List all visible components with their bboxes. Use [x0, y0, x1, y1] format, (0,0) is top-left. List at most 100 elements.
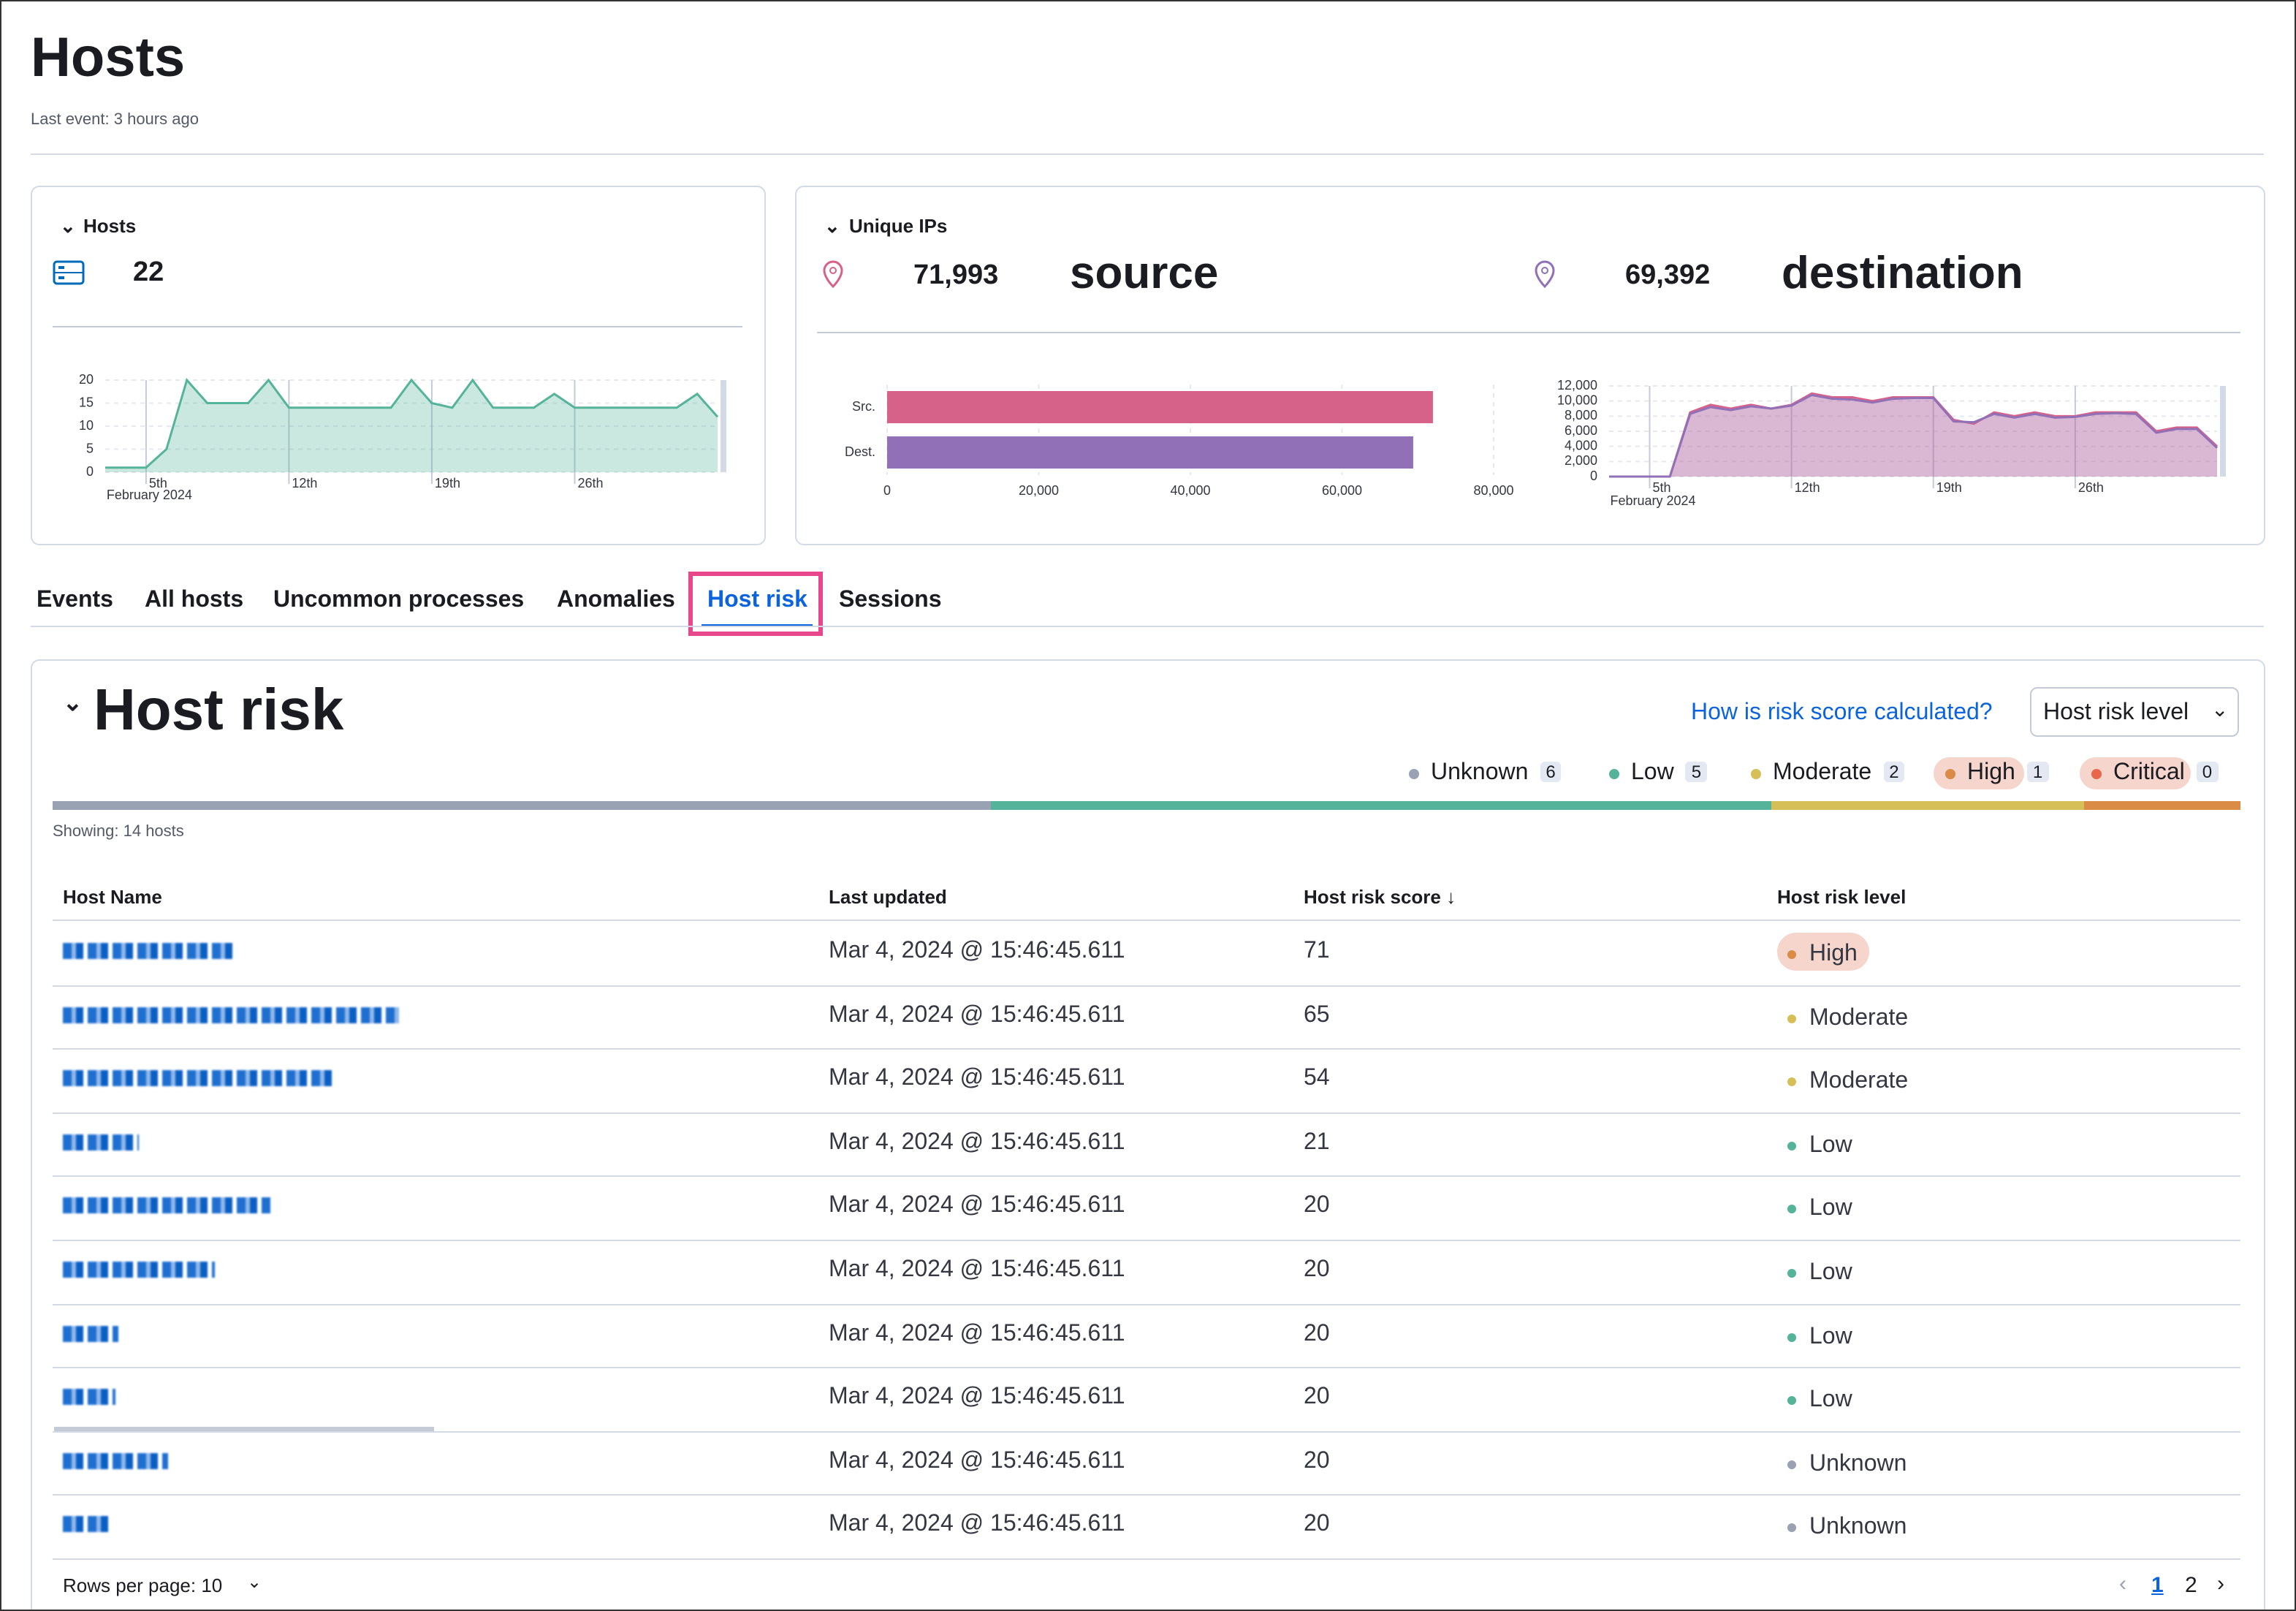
y-tick-label: 10,000: [1557, 393, 1597, 407]
tab[interactable]: Events: [37, 588, 113, 614]
risk-level: Low: [1809, 1387, 1852, 1414]
y-tick-label: 10: [79, 418, 94, 433]
dropdown-arrow: ⌄: [2211, 697, 2228, 722]
last-updated: Mar 4, 2024 @ 15:46:45.611: [829, 1002, 1125, 1028]
risk-level: Unknown: [1809, 1515, 1907, 1542]
x-tick-label: 40,000: [1170, 483, 1210, 498]
host-name-redacted[interactable]: [63, 1517, 113, 1533]
risk-level: Low: [1809, 1197, 1852, 1223]
dropdown-label: Host risk level: [2043, 700, 2189, 727]
tab[interactable]: All hosts: [145, 588, 243, 614]
row-line: [53, 1495, 2240, 1496]
page-number[interactable]: 2: [2185, 1573, 2197, 1598]
risk-dot: [1787, 1269, 1796, 1278]
distribution-segment: [990, 801, 1771, 810]
y-tick-label: Src.: [852, 399, 875, 414]
risk-dot: [1787, 950, 1796, 959]
host-name-redacted[interactable]: [63, 1262, 215, 1278]
risk-score: 20: [1304, 1257, 1330, 1284]
risk-score: 21: [1304, 1130, 1330, 1156]
risk-dot: [1787, 1014, 1796, 1023]
risk-level: Low: [1809, 1260, 1852, 1286]
y-tick-label: 0: [1590, 469, 1597, 483]
risk-score: 54: [1304, 1066, 1330, 1092]
risk-level: Low: [1809, 1133, 1852, 1159]
x-sublabel: February 2024: [107, 488, 192, 502]
legend-dot: [1945, 769, 1955, 779]
host-name-redacted[interactable]: [63, 1134, 139, 1151]
next-page[interactable]: ›: [2217, 1572, 2224, 1596]
legend-label[interactable]: Critical: [2113, 760, 2185, 786]
tab[interactable]: Sessions: [839, 588, 942, 614]
column-header: Host Name: [63, 886, 162, 908]
host-name-redacted[interactable]: [63, 1389, 115, 1405]
legend-count: 2: [1883, 762, 1904, 782]
legend-label[interactable]: Moderate: [1773, 760, 1871, 786]
page-number[interactable]: 1: [2151, 1573, 2164, 1598]
host-name-redacted[interactable]: [63, 1453, 168, 1469]
charts: 051015205th12th19th26thFebruary 202402,0…: [1, 1, 2296, 557]
legend-label[interactable]: Low: [1631, 760, 1674, 786]
host-name-redacted[interactable]: [63, 1070, 333, 1086]
host-name-redacted[interactable]: [63, 1198, 270, 1214]
brush-handle: [721, 380, 726, 472]
y-tick-label: 20: [79, 372, 94, 387]
y-tick-label: 15: [79, 395, 94, 409]
x-sublabel: February 2024: [1610, 493, 1695, 508]
last-updated: Mar 4, 2024 @ 15:46:45.611: [829, 1449, 1125, 1475]
bar: [887, 391, 1433, 423]
legend-label[interactable]: High: [1967, 760, 2015, 786]
x-tick-label: 60,000: [1322, 483, 1362, 498]
prev-page[interactable]: ‹: [2119, 1572, 2126, 1596]
row-line: [53, 1112, 2240, 1114]
legend-label[interactable]: Unknown: [1431, 760, 1528, 786]
risk-dot: [1787, 1333, 1796, 1341]
x-tick-label: 19th: [1936, 480, 1962, 495]
x-tick-label: 26th: [2078, 480, 2104, 495]
risk-score: 71: [1304, 939, 1330, 965]
scrollbar: [54, 1427, 434, 1431]
risk-level: High: [1809, 941, 1858, 968]
area-fill: [105, 380, 718, 472]
last-updated: Mar 4, 2024 @ 15:46:45.611: [829, 1321, 1125, 1347]
distribution-segment: [2084, 801, 2240, 810]
row-line: [53, 985, 2240, 986]
collapse-toggle[interactable]: ⌄: [63, 689, 83, 718]
y-tick-label: Dest.: [845, 444, 875, 459]
help-link[interactable]: How is risk score calculated?: [1691, 700, 1993, 727]
x-tick-label: 19th: [435, 476, 460, 490]
y-tick-label: 8,000: [1565, 408, 1597, 422]
divider: [31, 626, 2264, 627]
column-header: Last updated: [829, 886, 947, 908]
legend-count: 6: [1540, 762, 1561, 782]
host-name-redacted[interactable]: [63, 1007, 399, 1023]
last-updated: Mar 4, 2024 @ 15:46:45.611: [829, 1512, 1125, 1539]
x-tick-label: 26th: [577, 476, 603, 490]
y-tick-label: 2,000: [1565, 453, 1597, 468]
last-updated: Mar 4, 2024 @ 15:46:45.611: [829, 1194, 1125, 1220]
distribution-segment: [1771, 801, 2084, 810]
risk-score: 20: [1304, 1449, 1330, 1475]
showing-count: Showing: 14 hosts: [53, 823, 184, 841]
x-tick-label: 5th: [1652, 480, 1670, 495]
risk-level: Low: [1809, 1324, 1852, 1350]
column-header[interactable]: Host risk score ↓: [1304, 886, 1456, 908]
risk-dot: [1787, 1460, 1796, 1469]
x-tick-label: 80,000: [1473, 483, 1513, 498]
rows-per-page[interactable]: Rows per page: 10: [63, 1574, 222, 1596]
tab[interactable]: Anomalies: [557, 588, 675, 614]
risk-level: Moderate: [1809, 1005, 1908, 1031]
host-name-redacted[interactable]: [63, 1325, 118, 1341]
tab[interactable]: Uncommon processes: [273, 588, 524, 614]
section-title: Host risk: [94, 678, 343, 744]
risk-score: 65: [1304, 1002, 1330, 1028]
legend-dot: [1751, 769, 1761, 779]
risk-dot: [1787, 1142, 1796, 1151]
host-name-redacted[interactable]: [63, 943, 235, 959]
risk-score: 20: [1304, 1194, 1330, 1220]
risk-score: 20: [1304, 1512, 1330, 1539]
legend-count: 1: [2027, 762, 2048, 782]
y-tick-label: 6,000: [1565, 423, 1597, 438]
x-tick-label: 12th: [292, 476, 317, 490]
